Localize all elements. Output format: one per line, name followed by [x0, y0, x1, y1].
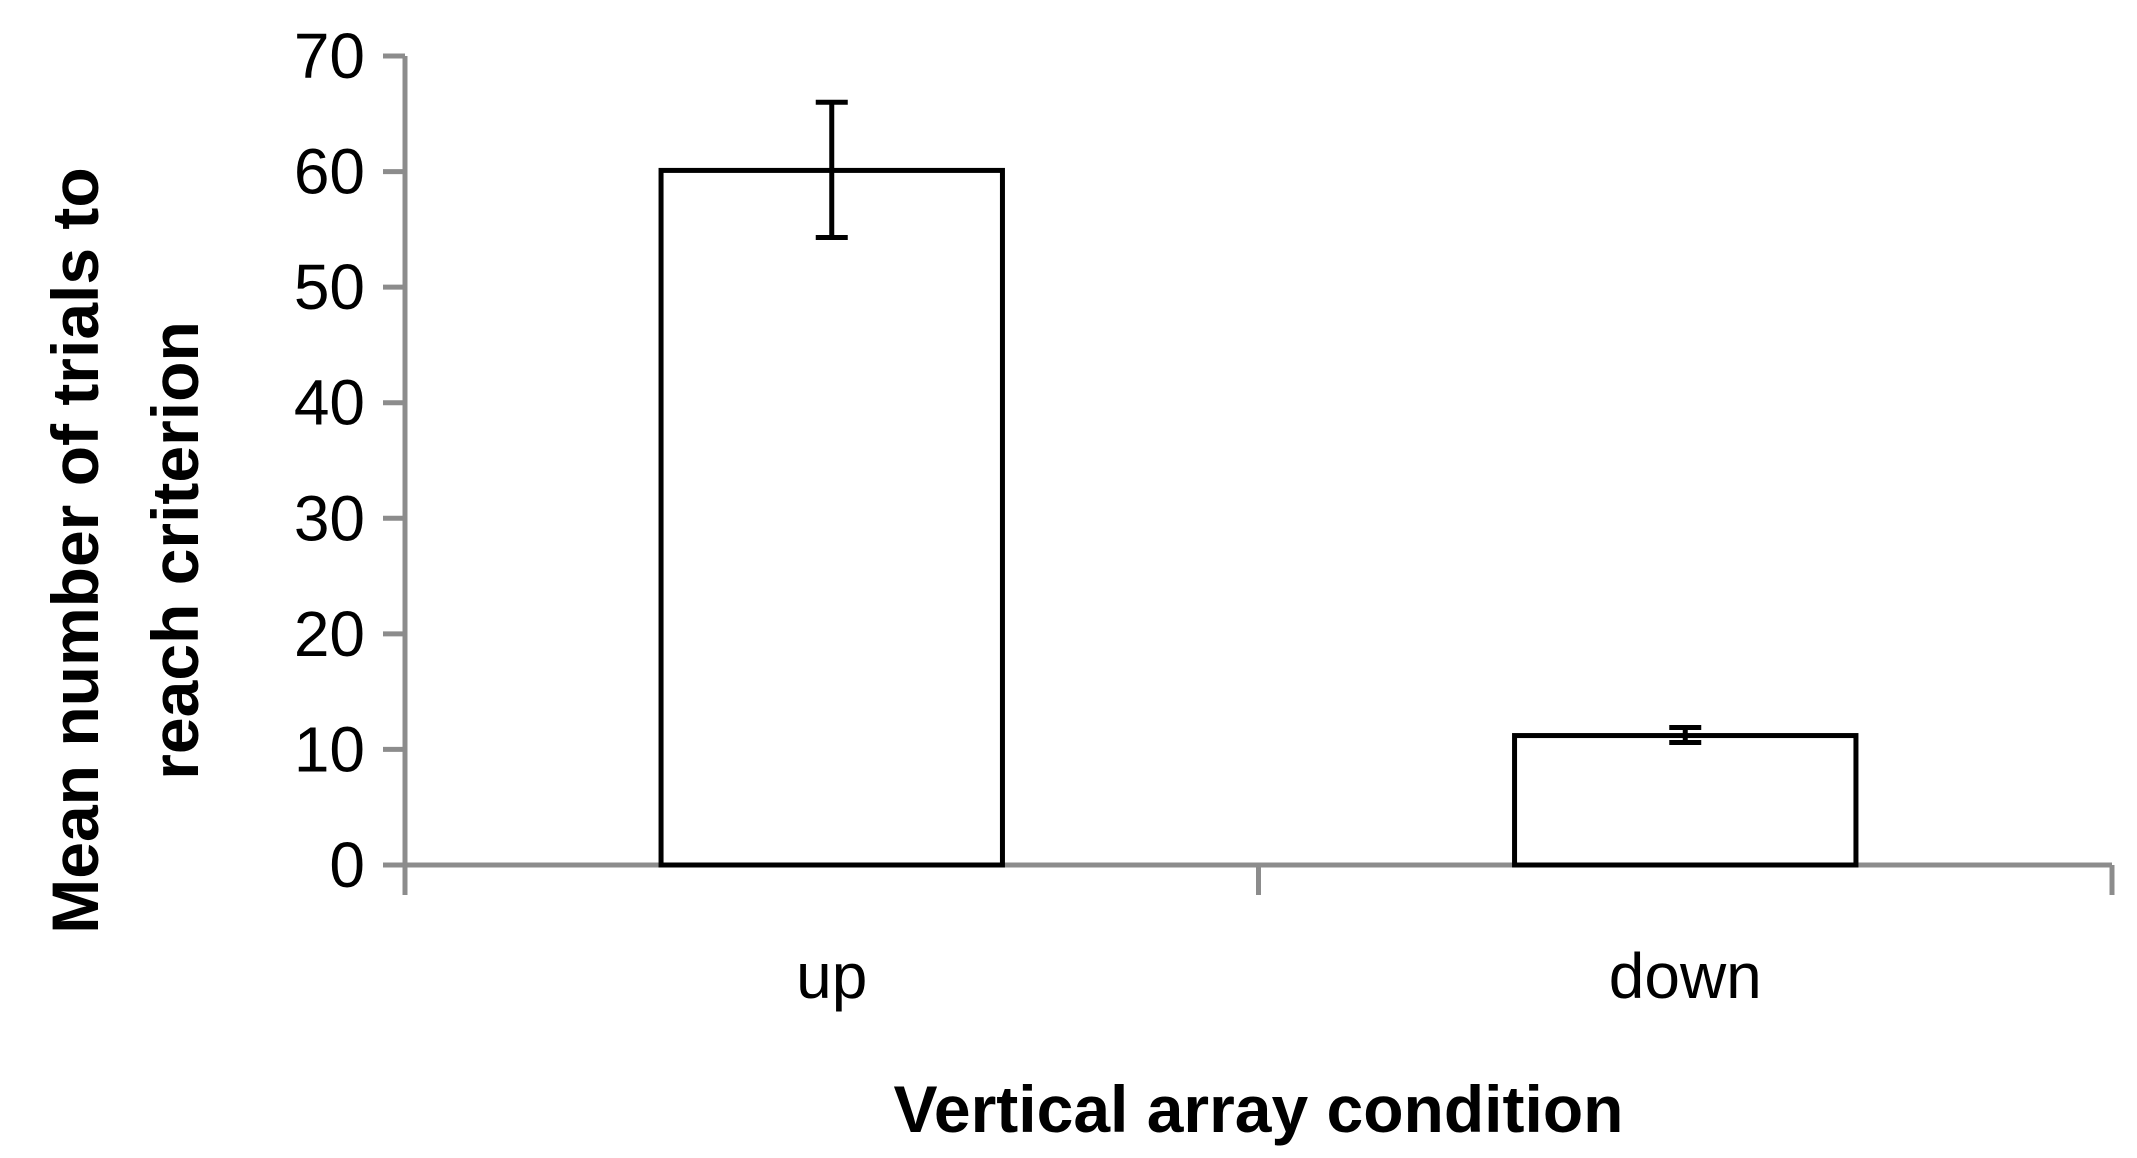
y-tick-label: 20 [294, 598, 365, 670]
x-tick-label-group: up down [796, 940, 1762, 1012]
y-tick-label: 40 [294, 367, 365, 439]
y-tick-label: 60 [294, 136, 365, 208]
y-tick-label: 0 [329, 829, 365, 901]
y-tick-label: 70 [294, 20, 365, 92]
y-tick-label: 50 [294, 251, 365, 323]
bar-up [658, 167, 1005, 868]
bar-group [658, 167, 1859, 868]
error-bar-down [1669, 724, 1702, 745]
y-tick-label: 30 [294, 482, 365, 554]
bar-down [1512, 733, 1859, 868]
y-axis-title-line-2: reach criterion [138, 321, 212, 780]
x-tick-label-up: up [796, 940, 867, 1012]
y-axis-title-line-1: Mean number of trials to [38, 167, 112, 933]
y-tick-label: 10 [294, 713, 365, 785]
y-tick-group: 0 10 20 30 40 50 60 70 [294, 20, 405, 901]
y-axis: 0 10 20 30 40 50 60 70 [294, 20, 408, 901]
x-tick-label-down: down [1609, 940, 1762, 1012]
x-tick-group [402, 865, 2115, 895]
x-axis [402, 862, 2115, 895]
error-bar-group [815, 99, 1702, 745]
x-axis-title: Vertical array condition [894, 1072, 1624, 1146]
y-axis-title: Mean number of trials to reach criterion [38, 167, 212, 933]
error-bar-up [815, 99, 848, 240]
